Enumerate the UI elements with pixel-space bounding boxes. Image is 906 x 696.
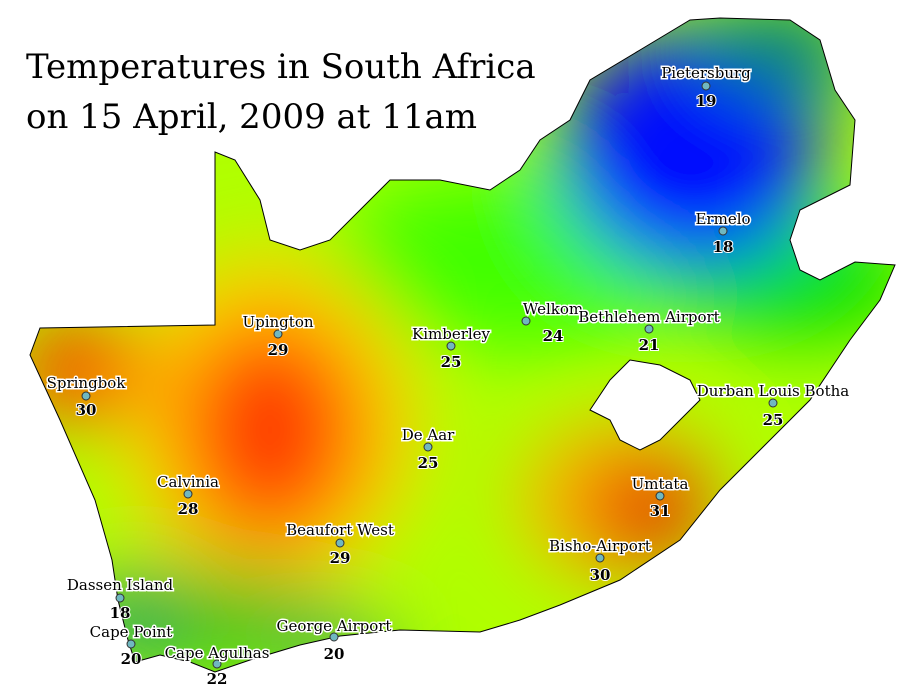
station-temperature: 24 <box>543 327 564 345</box>
station-name: Calvinia <box>157 473 219 491</box>
station-name: Umtata <box>632 475 689 493</box>
station-marker <box>595 553 605 563</box>
title-line-1: Temperatures in South Africa <box>26 47 536 87</box>
station-marker <box>183 489 193 499</box>
station-marker <box>329 632 339 642</box>
station-name: Beaufort West <box>286 521 394 539</box>
station-temperature: 21 <box>639 336 660 354</box>
station-marker <box>521 316 531 326</box>
title-line-2: on 15 April, 2009 at 11am <box>26 97 478 137</box>
station-name: De Aar <box>402 426 455 444</box>
station-temperature: 20 <box>121 650 142 668</box>
station-beaufort-west: Beaufort West 29 <box>285 520 396 569</box>
station-dassen-island: Dassen Island 18 <box>65 575 175 624</box>
station-springbok: Springbok 30 <box>45 373 128 421</box>
station-name: Bethlehem Airport <box>578 308 719 326</box>
station-temperature: 18 <box>713 238 734 256</box>
station-marker <box>701 81 711 91</box>
station-bethlehem-airport: Bethlehem Airport 21 <box>577 307 721 356</box>
station-marker <box>644 324 654 334</box>
station-temperature: 22 <box>207 670 228 688</box>
station-cape-agulhas: Cape Agulhas 22 <box>163 643 271 690</box>
station-name: Bisho-Airport <box>549 537 651 555</box>
station-marker <box>81 391 91 401</box>
station-name: Durban Louis Botha <box>697 382 849 400</box>
station-calvinia: Calvinia 28 <box>156 472 221 520</box>
station-marker <box>768 398 778 408</box>
station-marker <box>446 341 456 351</box>
station-temperature: 25 <box>763 411 784 429</box>
station-ermelo: Ermelo 18 <box>694 209 752 258</box>
station-umtata: Umtata 31 <box>630 474 690 522</box>
station-name: Cape Point <box>90 623 173 641</box>
station-name: George Airport <box>277 617 392 635</box>
station-name: Cape Agulhas <box>165 644 270 662</box>
station-name: Kimberley <box>412 325 491 343</box>
station-marker <box>655 491 665 501</box>
station-george-airport: George Airport 20 <box>275 616 393 665</box>
station-marker <box>212 659 222 669</box>
station-marker <box>115 593 125 603</box>
station-temperature: 20 <box>324 645 345 663</box>
station-name: Pietersburg <box>661 64 751 82</box>
station-temperature: 29 <box>268 341 289 359</box>
station-marker <box>423 442 433 452</box>
station-name: Dassen Island <box>67 576 174 594</box>
station-durban-louis-botha: Durban Louis Botha 25 <box>695 381 850 431</box>
station-temperature: 30 <box>590 566 611 584</box>
station-de-aar: De Aar 25 <box>400 425 456 474</box>
station-pietersburg: Pietersburg 19 <box>660 63 753 112</box>
station-temperature: 18 <box>110 604 131 622</box>
station-marker <box>335 538 345 548</box>
station-name: Welkom <box>523 300 583 318</box>
station-bisho-airport: Bisho-Airport 30 <box>548 536 653 586</box>
station-temperature: 28 <box>178 500 199 518</box>
map-title: Temperatures in South Africa on 15 April… <box>26 42 536 142</box>
station-marker <box>718 226 728 236</box>
station-cape-point: Cape Point 20 <box>88 622 174 670</box>
station-kimberley: Kimberley 25 <box>410 324 492 373</box>
station-temperature: 25 <box>441 353 462 371</box>
station-temperature: 19 <box>696 92 717 110</box>
station-temperature: 29 <box>330 549 351 567</box>
station-upington: Upington 29 <box>241 312 315 361</box>
station-welkom: Welkom 24 <box>521 299 584 347</box>
station-name: Ermelo <box>695 210 750 228</box>
lesotho-hole <box>589 359 701 451</box>
station-marker <box>273 329 283 339</box>
station-name: Springbok <box>47 374 127 392</box>
station-name: Upington <box>242 313 313 331</box>
station-temperature: 31 <box>650 502 671 520</box>
station-temperature: 30 <box>76 401 97 419</box>
station-temperature: 25 <box>418 454 439 472</box>
station-marker <box>126 639 136 649</box>
